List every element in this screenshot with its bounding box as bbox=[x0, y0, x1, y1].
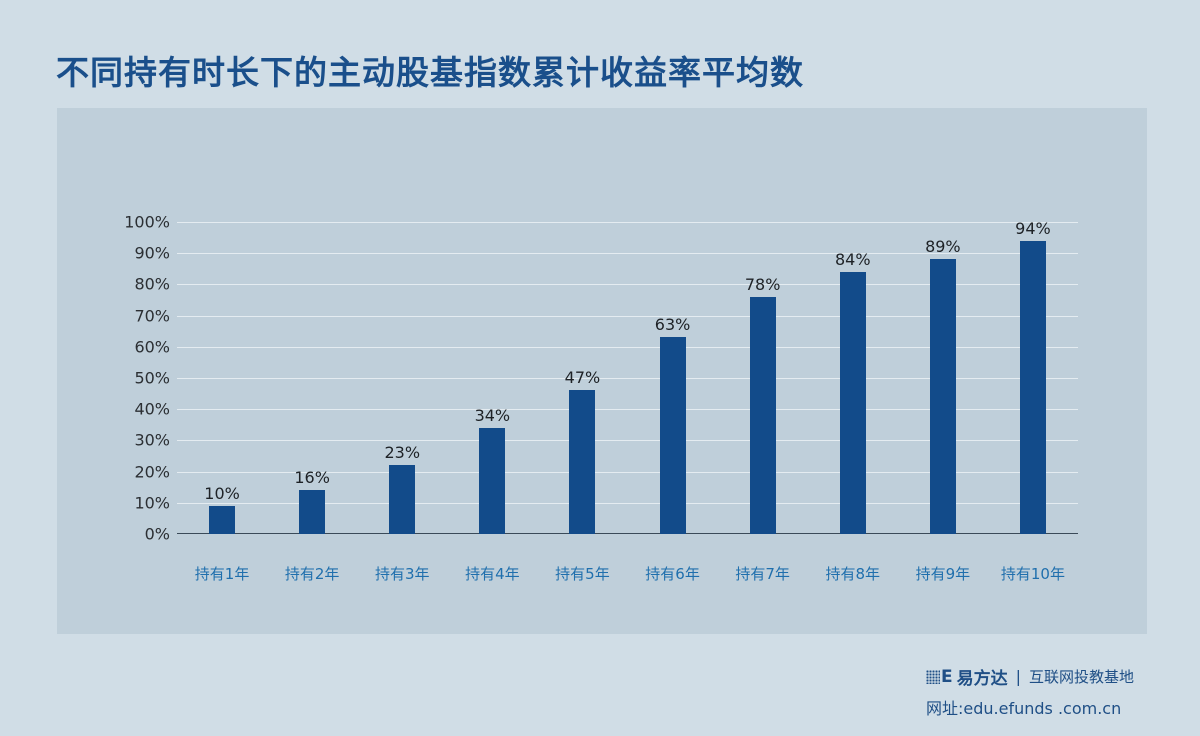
chart-panel bbox=[57, 108, 1147, 634]
gridline bbox=[177, 284, 1078, 286]
gridline bbox=[177, 409, 1078, 411]
efunds-logo-icon: E bbox=[926, 667, 953, 687]
y-tick-label: 30% bbox=[134, 430, 170, 450]
logo-dots-icon bbox=[926, 669, 940, 684]
bar bbox=[659, 337, 686, 534]
brand-name: 易方达 bbox=[956, 669, 1008, 689]
x-tick-label: 持有1年 bbox=[194, 565, 250, 583]
brand-row: E 易方达 | 互联网投教基地 bbox=[926, 664, 1134, 689]
x-tick-label: 持有10年 bbox=[1000, 565, 1065, 583]
logo-letter: E bbox=[941, 666, 953, 687]
footer: E 易方达 | 互联网投教基地 网址:edu.efunds .com.cn bbox=[926, 664, 1134, 719]
bar-value-label: 89% bbox=[925, 237, 961, 257]
x-tick-label: 持有7年 bbox=[735, 565, 790, 583]
bar bbox=[1019, 240, 1046, 534]
gridline bbox=[177, 378, 1078, 379]
gridline bbox=[177, 315, 1078, 317]
bar bbox=[479, 427, 506, 534]
y-tick-label: 100% bbox=[124, 212, 170, 232]
bar bbox=[929, 259, 956, 534]
x-tick-label: 持有3年 bbox=[374, 565, 430, 583]
x-tick-label: 持有9年 bbox=[915, 565, 971, 583]
y-tick-label: 10% bbox=[134, 493, 170, 513]
y-tick-label: 20% bbox=[134, 462, 170, 482]
y-tick-label: 90% bbox=[134, 243, 170, 263]
y-tick-label: 80% bbox=[134, 274, 170, 294]
y-tick-label: 50% bbox=[134, 368, 170, 388]
y-tick-label: 70% bbox=[134, 306, 170, 326]
bar-value-label: 78% bbox=[744, 274, 781, 294]
bar-value-label: 84% bbox=[834, 249, 871, 269]
bar bbox=[299, 490, 326, 534]
plot-area: 10% 16% 23% 34% 47% 63% 78% 84% 89% 94% bbox=[177, 218, 1078, 534]
bar-value-label: 16% bbox=[294, 468, 330, 488]
website-url: 网址:edu.efunds .com.cn bbox=[926, 699, 1122, 718]
x-tick-label: 持有6年 bbox=[645, 565, 700, 583]
gridline bbox=[177, 253, 1078, 255]
y-tick-label: 0% bbox=[144, 524, 170, 544]
x-axis-line bbox=[177, 533, 1078, 534]
brand-slogan: 互联网投教基地 bbox=[1029, 668, 1135, 686]
y-tick-label: 60% bbox=[134, 337, 170, 357]
bar-value-label: 94% bbox=[1015, 218, 1051, 238]
bar-value-label: 34% bbox=[474, 405, 511, 425]
bar bbox=[209, 505, 236, 534]
gridline bbox=[177, 222, 1078, 223]
chart-title: 不同持有时长下的主动股基指数累计收益率平均数 bbox=[56, 53, 804, 92]
gridline bbox=[177, 346, 1078, 348]
x-tick-label: 持有8年 bbox=[825, 565, 881, 583]
x-tick-label: 持有4年 bbox=[465, 565, 520, 583]
gridline bbox=[177, 502, 1078, 504]
x-tick-label: 持有2年 bbox=[284, 565, 340, 583]
bar bbox=[839, 271, 866, 534]
bar-value-label: 10% bbox=[204, 483, 240, 503]
bar-value-label: 47% bbox=[564, 368, 601, 388]
y-tick-label: 40% bbox=[134, 399, 170, 419]
bar bbox=[389, 465, 416, 534]
brand-separator: | bbox=[1015, 667, 1022, 686]
x-tick-label: 持有5年 bbox=[555, 565, 610, 583]
gridline bbox=[177, 440, 1078, 442]
bar-value-label: 23% bbox=[384, 443, 421, 463]
bar bbox=[569, 390, 596, 534]
bar bbox=[749, 296, 776, 534]
bar-value-label: 63% bbox=[654, 315, 691, 335]
gridline bbox=[177, 471, 1078, 473]
